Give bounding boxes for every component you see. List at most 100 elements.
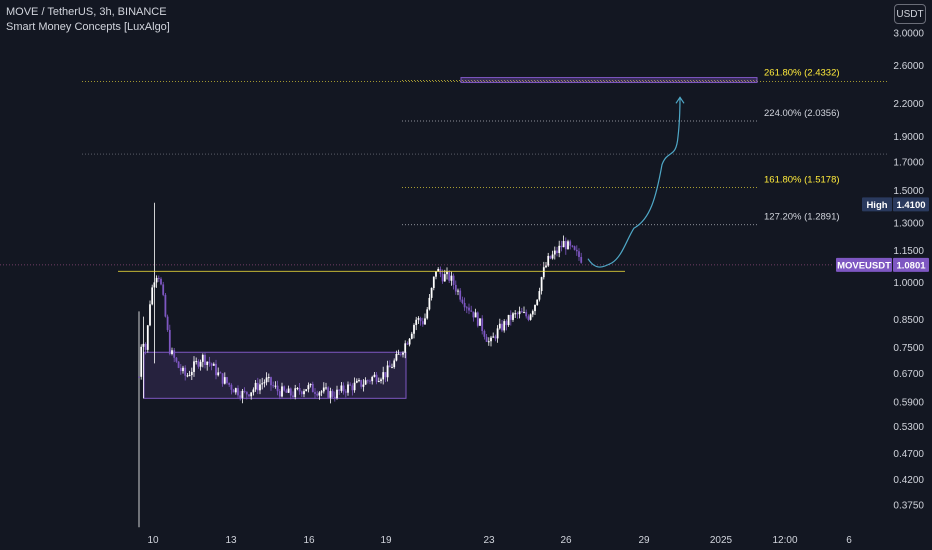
candle-body <box>523 312 525 314</box>
candle-body <box>547 255 550 266</box>
candle-body <box>454 284 457 292</box>
candle-body <box>545 265 547 268</box>
currency-button[interactable]: USDT <box>894 4 926 24</box>
candle-body <box>514 313 517 315</box>
target-zone <box>460 77 758 84</box>
candle-body <box>204 354 206 365</box>
candle-body <box>364 380 367 385</box>
symbol-title[interactable]: MOVE / TetherUS, 3h, BINANCE <box>6 6 167 18</box>
indicator-title[interactable]: Smart Money Concepts [LuxAlgo] <box>6 21 170 33</box>
candle-body <box>250 392 253 397</box>
candle-body <box>512 313 514 320</box>
candle-body <box>564 241 567 250</box>
candle-body <box>245 391 248 395</box>
accumulation-box-layer <box>143 351 407 399</box>
fib-level-label: 127.20% (1.2891) <box>764 212 840 223</box>
candle-body <box>155 277 158 283</box>
fib-level-label: 261.80% (2.4332) <box>764 68 840 79</box>
candle-body <box>300 391 303 395</box>
candle-body <box>184 367 187 376</box>
symbol-badge-text: MOVEUSDT <box>837 260 891 271</box>
candle-body <box>226 377 228 383</box>
candle-body <box>340 385 343 391</box>
candle-body <box>496 328 499 339</box>
time-tick-label: 16 <box>303 535 315 546</box>
candle-body <box>448 271 451 281</box>
candle-body <box>386 365 389 378</box>
candle-body <box>331 391 334 397</box>
candle-body <box>556 250 558 254</box>
candle-body <box>424 318 426 325</box>
candles <box>138 202 583 528</box>
candle-body <box>578 251 580 257</box>
candle-body <box>157 277 160 279</box>
candle-body <box>186 375 189 377</box>
price-badges: High 1.4100 MOVEUSDT 1.0801 <box>836 197 929 272</box>
candle-body <box>470 310 473 312</box>
candle-body <box>549 255 552 259</box>
candle-body <box>171 350 173 355</box>
candle-body <box>263 382 266 384</box>
candle-body <box>201 354 204 362</box>
price-tick-label: 0.3750 <box>893 501 924 512</box>
candle-body <box>534 304 536 312</box>
candle-body <box>483 330 486 337</box>
candle-body <box>278 391 281 397</box>
candle-body <box>580 256 583 263</box>
projection-path <box>587 97 681 268</box>
candle-body <box>193 361 195 372</box>
candle-body <box>221 373 224 384</box>
price-axis[interactable]: 3.0000 2.6000 2.2000 1.9000 1.7000 1.5000 1.30… <box>893 29 924 512</box>
candle-body <box>142 343 145 347</box>
candle-body <box>329 391 332 398</box>
candle-body <box>490 337 492 342</box>
candle-body <box>417 318 420 320</box>
candle-body <box>538 291 541 300</box>
candle-body <box>463 302 466 308</box>
candle-body <box>270 377 272 386</box>
candle-body <box>487 341 490 343</box>
candle-body <box>190 371 193 376</box>
candle-body <box>338 389 341 391</box>
candle-body <box>391 367 393 369</box>
candle-body <box>344 391 347 393</box>
time-tick-label: 26 <box>560 535 572 546</box>
candle-body <box>571 245 574 247</box>
candle-body <box>551 254 554 259</box>
candle-body <box>160 278 162 285</box>
candle-body <box>261 383 264 385</box>
candle-body <box>413 324 415 334</box>
candle-body <box>287 388 290 393</box>
candle-body <box>446 271 448 275</box>
price-tick-label: 0.8500 <box>893 315 924 326</box>
candle-body <box>274 385 277 387</box>
candle-body <box>351 385 354 391</box>
candle-body <box>318 392 321 396</box>
time-tick-label: 12:00 <box>772 535 797 546</box>
candle-body <box>399 353 402 355</box>
candle-body <box>355 380 358 383</box>
time-axis[interactable]: 10 13 16 19 23 26 29 2025 12:00 6 <box>147 535 852 546</box>
candle-body <box>450 275 453 281</box>
current-price-text: 1.0801 <box>896 260 926 271</box>
time-tick-label: 19 <box>380 535 392 546</box>
candle-body <box>380 379 382 382</box>
candle-body <box>410 333 413 339</box>
fib-level-label: 161.80% (1.5178) <box>764 175 840 186</box>
candle-body <box>441 273 444 282</box>
candle-body <box>360 380 363 387</box>
projection-arrow-icon <box>675 96 685 104</box>
candle-body <box>223 377 226 384</box>
candle-body <box>408 338 411 345</box>
price-tick-label: 1.5000 <box>893 186 924 197</box>
candle-body <box>377 381 380 383</box>
candle-body <box>166 316 169 330</box>
candle-body <box>151 287 154 305</box>
candle-body <box>210 363 213 366</box>
price-tick-label: 0.6700 <box>893 369 924 380</box>
candle-body <box>569 241 572 246</box>
candle-body <box>562 241 565 248</box>
candle-body <box>298 387 301 392</box>
candle-body <box>267 377 270 379</box>
